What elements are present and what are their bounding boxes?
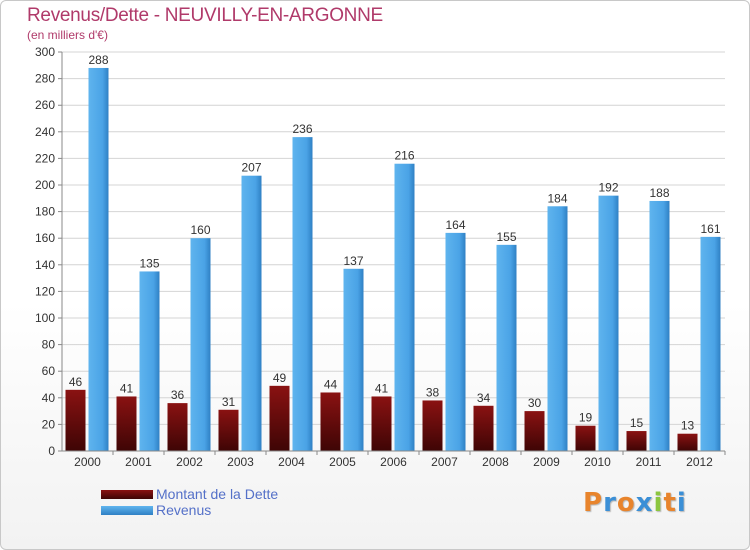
x-tick-label: 2004 (278, 455, 305, 469)
legend-swatch-revenus (101, 506, 153, 515)
x-tick-label: 2008 (482, 455, 509, 469)
data-label-revenus-2003: 207 (241, 161, 261, 175)
y-tick-label: 0 (48, 444, 55, 458)
bar-revenus-2000 (88, 67, 109, 452)
data-label-revenus-2002: 160 (190, 223, 210, 237)
bar-dette-2008 (473, 405, 494, 451)
x-tick-label: 2009 (533, 455, 560, 469)
y-tick-label: 280 (35, 72, 55, 86)
legend-label-dette: Montant de la Dette (156, 486, 279, 502)
logo-letter: i (653, 488, 664, 518)
logo-letter: r (603, 488, 617, 518)
data-label-revenus-2011: 188 (649, 186, 669, 200)
y-tick-label: 140 (35, 258, 55, 272)
logo-letter: P (583, 488, 604, 518)
data-label-dette-2012: 13 (681, 419, 695, 433)
logo-letter: x (635, 488, 654, 518)
y-tick-label: 260 (35, 98, 55, 112)
bar-dette-2011 (626, 431, 647, 451)
y-tick-label: 100 (35, 311, 55, 325)
data-label-revenus-2012: 161 (700, 222, 720, 236)
bar-dette-2009 (524, 411, 545, 451)
data-label-revenus-2009: 184 (547, 191, 567, 205)
data-label-revenus-2001: 135 (139, 256, 159, 270)
x-tick-label: 2007 (431, 455, 458, 469)
bar-revenus-2007 (445, 232, 466, 451)
legend-label-revenus: Revenus (156, 502, 212, 518)
bar-revenus-2011 (649, 200, 670, 451)
data-label-dette-2008: 34 (477, 391, 491, 405)
x-tick-label: 2010 (584, 455, 611, 469)
logo-letter: i (676, 488, 687, 518)
bar-dette-2010 (575, 425, 596, 451)
y-tick-label: 80 (42, 338, 56, 352)
bar-revenus-2006 (394, 163, 415, 451)
x-tick-label: 2012 (686, 455, 713, 469)
data-label-revenus-2005: 137 (343, 254, 363, 268)
data-label-dette-2009: 30 (528, 396, 542, 410)
y-tick-label: 20 (42, 417, 56, 431)
bar-revenus-2009 (547, 206, 568, 451)
y-tick-label: 60 (42, 364, 56, 378)
bar-revenus-2012 (700, 236, 721, 451)
legend-swatch-dette (101, 490, 153, 499)
data-label-dette-2004: 49 (273, 371, 287, 385)
data-label-dette-2007: 38 (426, 385, 440, 399)
bar-dette-2002 (167, 403, 188, 451)
proxiti-logo: Proxiti (583, 488, 687, 518)
bar-dette-2012 (677, 433, 698, 451)
data-label-dette-2005: 44 (324, 377, 338, 391)
y-tick-label: 160 (35, 231, 55, 245)
y-tick-label: 220 (35, 151, 55, 165)
bar-dette-2000 (65, 389, 86, 451)
bar-revenus-2001 (139, 271, 160, 451)
bar-revenus-2002 (190, 238, 211, 451)
y-tick-label: 200 (35, 178, 55, 192)
x-tick-label: 2000 (74, 455, 101, 469)
bar-revenus-2005 (343, 268, 364, 451)
logo-letter: o (616, 488, 636, 518)
bar-dette-2005 (320, 392, 341, 451)
data-label-dette-2006: 41 (375, 381, 389, 395)
data-label-revenus-2004: 236 (292, 122, 312, 136)
bar-dette-2001 (116, 396, 137, 451)
data-label-dette-2000: 46 (69, 375, 83, 389)
x-tick-label: 2003 (227, 455, 254, 469)
x-tick-label: 2011 (636, 455, 662, 469)
data-label-dette-2010: 19 (579, 411, 593, 425)
y-tick-label: 40 (42, 391, 56, 405)
y-tick-label: 180 (35, 205, 55, 219)
bar-dette-2006 (371, 396, 392, 451)
bar-dette-2003 (218, 409, 239, 451)
bar-revenus-2008 (496, 244, 517, 451)
logo-letter: t (663, 488, 677, 518)
data-label-dette-2001: 41 (120, 381, 134, 395)
x-tick-label: 2005 (329, 455, 356, 469)
y-tick-label: 240 (35, 125, 55, 139)
chart-title: Revenus/Dette - NEUVILLY-EN-ARGONNE (27, 5, 383, 26)
data-label-revenus-2010: 192 (598, 181, 618, 195)
bar-dette-2007 (422, 400, 443, 451)
y-tick-label: 120 (35, 284, 55, 298)
bar-revenus-2004 (292, 137, 313, 451)
data-label-revenus-2008: 155 (496, 230, 516, 244)
chart-subtitle: (en milliers d'€) (27, 28, 108, 42)
data-label-revenus-2000: 288 (88, 53, 108, 67)
bar-dette-2004 (269, 385, 290, 451)
data-label-dette-2011: 15 (630, 416, 644, 430)
data-label-dette-2003: 31 (222, 395, 236, 409)
bar-revenus-2003 (241, 175, 262, 451)
data-label-dette-2002: 36 (171, 388, 185, 402)
y-tick-label: 300 (35, 45, 55, 59)
bar-revenus-2010 (598, 195, 619, 451)
x-tick-label: 2002 (176, 455, 203, 469)
data-label-revenus-2007: 164 (445, 218, 465, 232)
x-tick-label: 2001 (125, 455, 152, 469)
data-label-revenus-2006: 216 (394, 149, 414, 163)
x-tick-label: 2006 (380, 455, 407, 469)
